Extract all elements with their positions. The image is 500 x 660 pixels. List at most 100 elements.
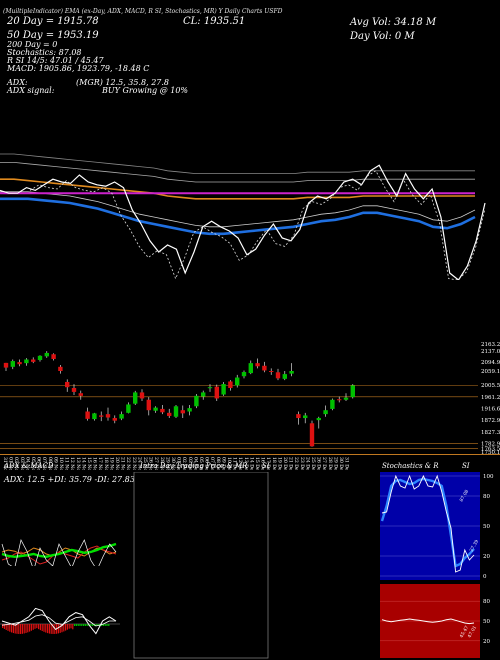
macd-hist-bar (68, 624, 70, 629)
candle-body (350, 385, 355, 398)
candle-body (187, 408, 192, 412)
candle-body (255, 363, 260, 367)
y-tick-label: 1750.13 (481, 450, 500, 456)
macd-hist-bar (66, 624, 68, 630)
macd-hist-bar (18, 624, 20, 634)
candle-body (99, 415, 104, 417)
ema50-readout: 50 Day = 1953.19 (7, 30, 99, 41)
candle-body (303, 415, 308, 419)
macd-hist-bar (74, 624, 76, 626)
macd-hist-bar (20, 624, 22, 634)
x-tick-label: 04 Nov (24, 457, 30, 470)
intraday-panel-title: Intra Day Trading Price & MR (140, 462, 248, 470)
x-tick-label: 11 Nov (64, 457, 70, 470)
x-tick-label: 28 Nov (159, 457, 165, 470)
macd-hist-bar (25, 624, 27, 633)
y-tick-label: 2005.5 (481, 383, 500, 389)
adx-panel-title: ADX & MACD (4, 462, 54, 470)
intraday-panel-si: SI (262, 462, 270, 470)
candle-body (337, 399, 342, 401)
candle-body (201, 392, 206, 397)
macd-hist-bar (83, 624, 85, 626)
candle-body (10, 361, 15, 367)
candle-body (207, 387, 213, 389)
y-tick-label: 2163.26 (481, 342, 500, 348)
macd-hist-bar (43, 624, 45, 632)
ema20-line (0, 197, 476, 236)
stoch-panel-title: Stochastics & R (382, 462, 439, 470)
macd-hist-bar (106, 624, 108, 626)
candle-body (180, 410, 185, 414)
macd-hist-bar (79, 624, 81, 626)
title-strip: (MuiltipleIndicator) EMA (ex-Day, ADX, M… (3, 8, 283, 15)
day-volume: Day Vol: 0 M (350, 31, 415, 42)
x-tick-label: 01 Nov (8, 457, 14, 470)
x-tick-label: 15 Nov (86, 457, 92, 470)
rsi-line (381, 618, 475, 625)
x-tick-label: 13 Nov (75, 457, 81, 470)
x-tick-label: 24 Nov (136, 457, 142, 470)
x-tick-label: 23 Dec (299, 457, 305, 470)
ema50-line (0, 178, 475, 200)
x-tick-label: 18 Nov (103, 457, 109, 470)
candle-body (112, 418, 117, 421)
candle-body (51, 354, 56, 359)
candle-body (17, 362, 22, 365)
x-tick-label: 30 Nov (170, 457, 176, 470)
macd-hist-bar (3, 624, 5, 629)
stoch-tick-label: 80 (483, 494, 490, 500)
x-tick-label: 19 Dec (276, 457, 282, 470)
candle-body (323, 410, 328, 415)
candle-body (343, 397, 349, 400)
avg-volume: Avg Vol: 34.18 M (350, 17, 437, 28)
y-tick-label: 1961.22 (481, 395, 500, 401)
macd-hist-bar (61, 624, 63, 633)
x-tick-label: 25 Nov (142, 457, 148, 470)
ema200-line (0, 161, 475, 183)
macd-hist-bar (34, 624, 36, 629)
adx-value: (MGR) 12.5, 35.8, 27.8 (76, 78, 169, 87)
macd-hist-bar (23, 624, 25, 634)
candle-body (173, 406, 179, 417)
candle-body (71, 387, 77, 392)
candle-body (65, 381, 70, 388)
x-tick-label: 06 Dec (204, 457, 210, 470)
stoch-tick-label: 20 (483, 554, 490, 560)
stoch-tick-label: 100 (483, 474, 494, 480)
candle-body (139, 392, 145, 399)
intraday-panel (133, 472, 269, 659)
candle-body (241, 372, 247, 377)
x-tick-label: 29 Nov (164, 457, 170, 470)
stoch-k-line (380, 477, 475, 568)
macd-signal-line (1, 614, 116, 627)
x-tick-label: 31 Dec (344, 457, 350, 470)
x-tick-label: 28 Dec (327, 457, 333, 470)
x-tick-label: 16 Dec (260, 457, 266, 470)
macd-hist-bar (29, 624, 31, 632)
x-tick-label: 07 Nov (41, 457, 47, 470)
close-price: CL: 1935.51 (183, 16, 246, 27)
y-tick-label: 1916.65 (481, 406, 500, 412)
x-tick-label: 17 Nov (97, 457, 103, 470)
x-tick-label: 20 Nov (114, 457, 120, 470)
x-tick-label: 21 Nov (120, 457, 126, 470)
adx-plus-di-line (1, 542, 117, 559)
macd-hist-bar (95, 624, 97, 626)
stoch-panel-si: SI (462, 462, 470, 470)
macd-hist-bar (63, 624, 65, 632)
candle-body (37, 355, 43, 361)
macd-hist-bar (81, 624, 83, 626)
macd-hist-bar (36, 624, 38, 629)
candle-body (296, 414, 301, 419)
candle-body (289, 370, 294, 374)
candle-body (194, 395, 199, 407)
bottom-panels: ADX: 12.5 +DI: 35.79 -DI: 27.83 100 80 50 20… (0, 472, 494, 659)
x-tick-label: 19 Nov (108, 457, 114, 470)
x-tick-label: 18 Dec (271, 457, 277, 470)
x-tick-label: 31 Oct (2, 457, 8, 470)
macd-hist-bar (12, 624, 14, 634)
candle-body (85, 411, 90, 419)
macd-hist-bar (102, 624, 104, 626)
candle-body (316, 418, 321, 421)
dotted-price-line (29, 170, 486, 280)
